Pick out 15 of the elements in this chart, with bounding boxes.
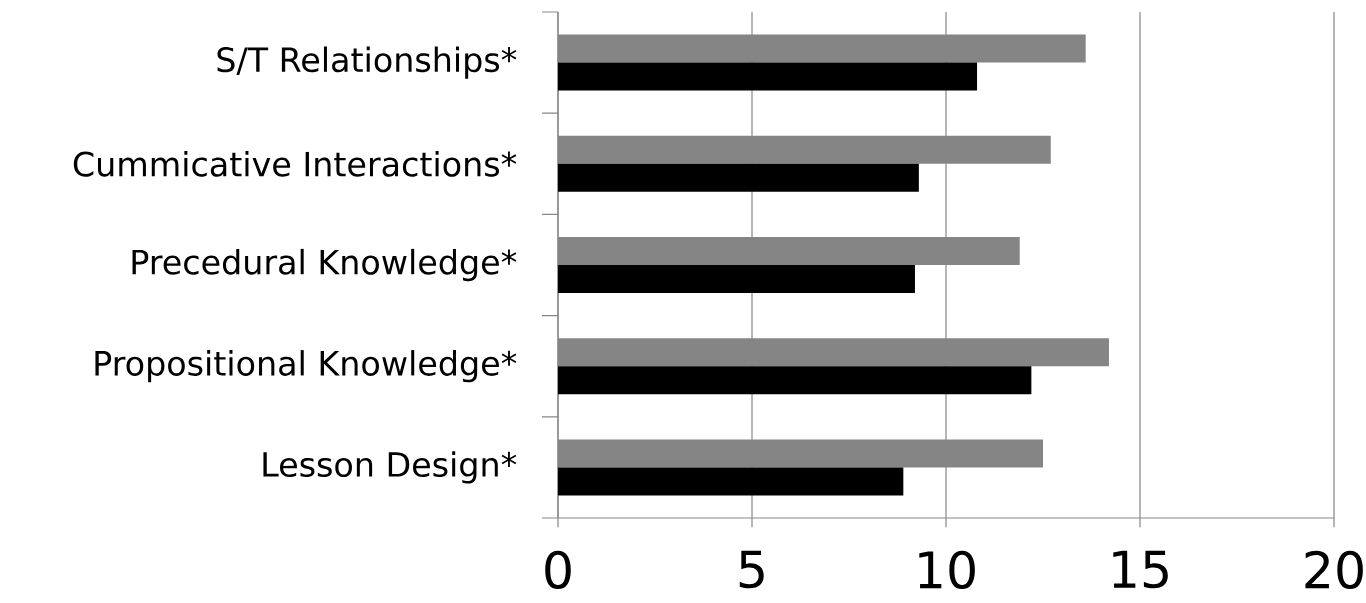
bar: [558, 366, 1032, 395]
y-tick-label: Cummicative Interactions*: [73, 150, 517, 177]
x-tick-label: 0: [545, 550, 571, 590]
y-tick-label: S/T Relationships*: [217, 46, 517, 79]
bar: [558, 467, 904, 496]
x-tick-label: 10: [919, 550, 975, 590]
y-tick-label: Propositional Knowledge*: [95, 350, 517, 383]
bar: [558, 62, 978, 91]
y-tick-label: Lesson Design*: [263, 451, 517, 484]
bar: [558, 265, 915, 294]
bar: [558, 163, 919, 192]
x-tick-label: 15: [1113, 550, 1168, 589]
x-tick-label: 5: [739, 550, 764, 589]
x-tick-label: 20: [1305, 550, 1363, 590]
y-tick-label: Precedural Knowledge*: [132, 248, 517, 282]
